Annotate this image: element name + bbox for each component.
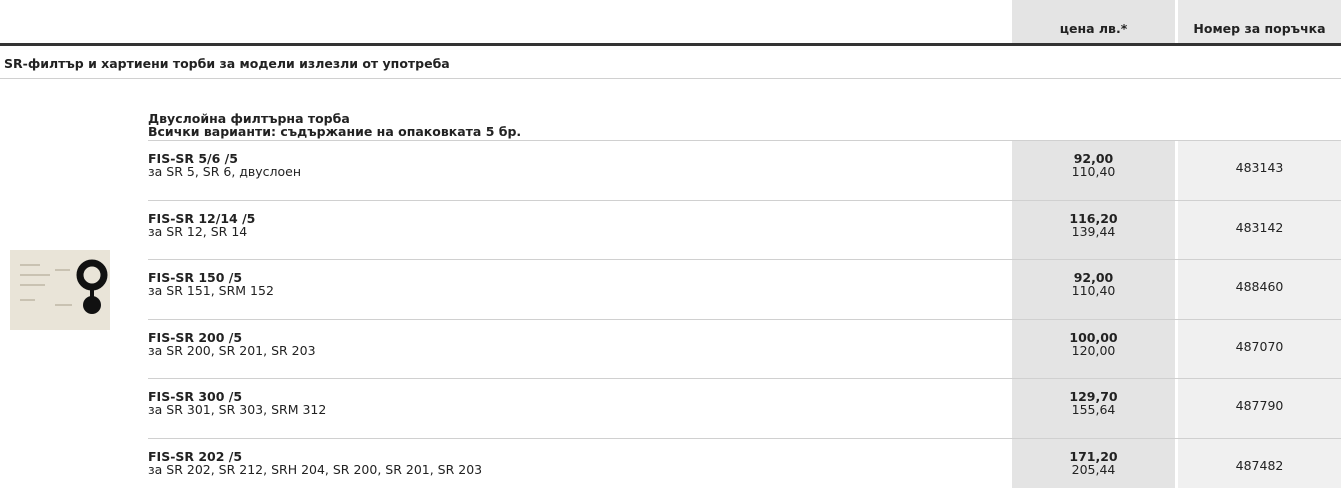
header-rule [0,43,1341,46]
group-title: Двуслойна филтърна торба [148,111,350,126]
order-cell [1178,200,1341,259]
price: 129,70 [1069,389,1118,404]
order-number: 487482 [1235,457,1284,473]
product-image [10,250,110,330]
item-name: FIS-SR 202 /5 [148,448,243,464]
price: 100,00 [1069,329,1118,345]
price: 116,20 [1069,210,1118,226]
item-desc: за SR 5, SR 6, двуслоен [148,164,302,179]
item-name: FIS-SR 150 /5 [148,270,243,285]
item-name: FIS-SR 5/6 /5 [148,151,238,166]
item-desc: за SR 200, SR 201, SR 203 [148,342,316,358]
bag-print [20,264,72,306]
order-cell [1178,141,1341,200]
order-number: 487790 [1235,398,1284,413]
price-vat: 205,44 [1071,461,1116,477]
bag-cap [83,296,101,314]
price-vat: 120,00 [1071,342,1116,358]
item-desc: за SR 202, SR 212, SRH 204, SR 200, SR 2… [148,461,483,477]
order-cell [1178,379,1341,438]
price: 171,20 [1069,448,1118,464]
price: 92,00 [1073,270,1114,285]
group-rule [148,140,1341,141]
price-cell [1012,260,1175,319]
item-desc: за SR 12, SR 14 [148,223,248,239]
price-cell [1012,200,1175,259]
section-rule [0,78,1341,79]
order-cell [1178,438,1341,488]
order-header: Номер за поръчка [1193,21,1326,36]
order-header-cell [1178,0,1341,43]
price-vat: 110,40 [1071,283,1116,298]
order-number: 483142 [1235,219,1284,235]
row-rule [148,437,1341,439]
row-rule [148,318,1341,320]
order-number: 487070 [1235,338,1284,354]
item-desc: за SR 301, SR 303, SRM 312 [148,402,327,417]
row-rule [148,378,1341,379]
price: 92,00 [1073,151,1114,166]
item-name: FIS-SR 12/14 /5 [148,210,256,226]
price-header: цена лв.* [1059,21,1128,36]
item-name: FIS-SR 200 /5 [148,329,243,345]
price-vat: 110,40 [1071,164,1116,179]
item-name: FIS-SR 300 /5 [148,389,243,404]
price-cell [1012,319,1175,378]
price-cell [1012,438,1175,488]
order-number: 488460 [1235,279,1284,294]
group-subtitle: Всички варианти: съдържание на опаковкат… [148,124,522,139]
order-number: 483143 [1235,160,1284,175]
section-title: SR-филтър и хартиени торби за модели изл… [4,56,450,71]
row-rule [148,199,1341,201]
row-rule [148,259,1341,260]
price-header-cell [1012,0,1175,43]
price-cell [1012,141,1175,200]
item-desc: за SR 151, SRM 152 [148,283,274,298]
order-cell [1178,319,1341,378]
price-vat: 139,44 [1071,223,1116,239]
order-cell [1178,260,1341,319]
bag-stem [90,285,94,300]
price-vat: 155,64 [1071,402,1116,417]
price-cell [1012,379,1175,438]
